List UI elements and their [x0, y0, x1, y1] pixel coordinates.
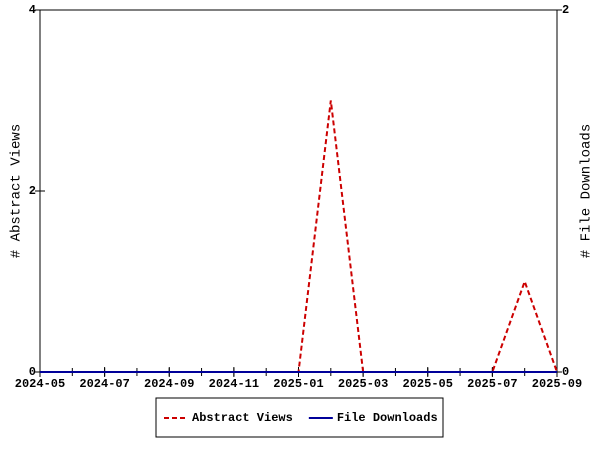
legend-box — [155, 397, 444, 438]
x-tick-label: 2025-09 — [532, 377, 582, 391]
x-tick-label: 2025-05 — [403, 377, 453, 391]
x-tick-label: 2025-01 — [273, 377, 323, 391]
y-axis-title: # Abstract Views — [9, 124, 25, 258]
x-tick-label: 2024-07 — [79, 377, 129, 391]
y-tick-label: 0 — [29, 365, 36, 379]
y-tick-label: 2 — [29, 184, 36, 198]
x-tick-label: 2024-05 — [15, 377, 65, 391]
x-tick-label: 2024-09 — [144, 377, 194, 391]
x-tick-label: 2025-03 — [338, 377, 388, 391]
legend-label: Abstract Views — [192, 411, 293, 425]
y2-tick-label: 0 — [562, 365, 569, 379]
series-line — [40, 100, 558, 373]
x-tick-label: 2025-07 — [467, 377, 517, 391]
y-tick-label: 4 — [29, 3, 36, 17]
plot-frame — [39, 9, 558, 373]
y2-tick-label: 2 — [562, 3, 569, 17]
y2-axis-title: # File Downloads — [579, 124, 595, 258]
x-tick-label: 2024-11 — [209, 377, 259, 391]
legend-label: File Downloads — [337, 411, 438, 425]
legend: Abstract Views File Downloads — [155, 397, 444, 438]
